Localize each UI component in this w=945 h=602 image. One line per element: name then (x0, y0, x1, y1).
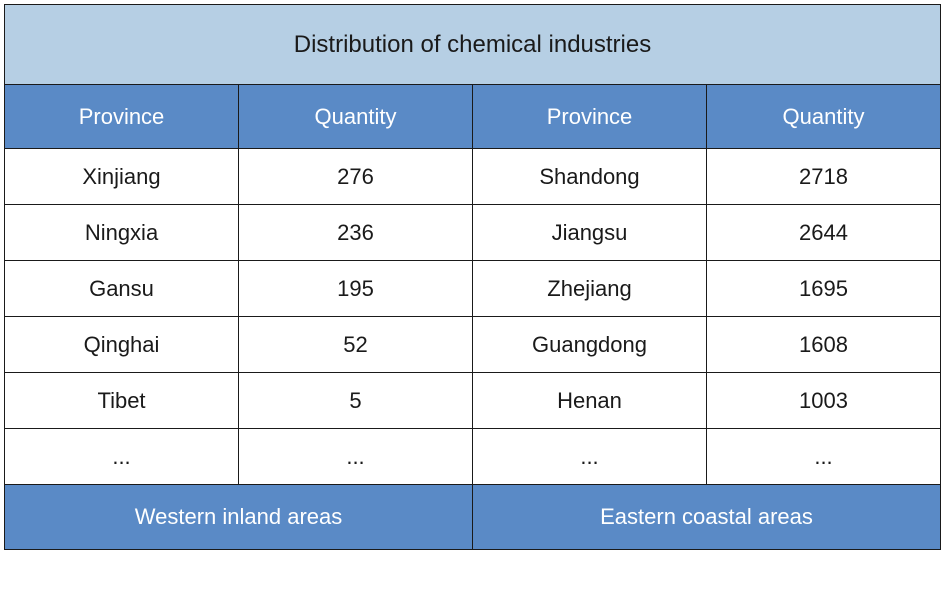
table-row: Gansu 195 Zhejiang 1695 (5, 261, 940, 317)
cell-ellipsis: ... (239, 429, 473, 485)
cell-quantity: 1003 (707, 373, 940, 429)
cell-province: Guangdong (473, 317, 707, 373)
col-header: Quantity (239, 85, 473, 149)
cell-province: Gansu (5, 261, 239, 317)
cell-quantity: 5 (239, 373, 473, 429)
cell-province: Ningxia (5, 205, 239, 261)
table-row: Qinghai 52 Guangdong 1608 (5, 317, 940, 373)
table-row: Ningxia 236 Jiangsu 2644 (5, 205, 940, 261)
cell-province: Zhejiang (473, 261, 707, 317)
col-header: Province (5, 85, 239, 149)
cell-quantity: 1695 (707, 261, 940, 317)
table-title-row: Distribution of chemical industries (5, 5, 940, 85)
cell-province: Tibet (5, 373, 239, 429)
table-title: Distribution of chemical industries (294, 31, 651, 59)
footer-region-east: Eastern coastal areas (473, 485, 940, 549)
cell-province: Xinjiang (5, 149, 239, 205)
cell-ellipsis: ... (473, 429, 707, 485)
cell-ellipsis: ... (5, 429, 239, 485)
cell-quantity: 52 (239, 317, 473, 373)
cell-quantity: 195 (239, 261, 473, 317)
distribution-table: Distribution of chemical industries Prov… (4, 4, 941, 550)
table-footer-row: Western inland areas Eastern coastal are… (5, 485, 940, 549)
table-row: ... ... ... ... (5, 429, 940, 485)
cell-province: Qinghai (5, 317, 239, 373)
col-header: Province (473, 85, 707, 149)
table-header-row: Province Quantity Province Quantity (5, 85, 940, 149)
cell-quantity: 2718 (707, 149, 940, 205)
cell-quantity: 236 (239, 205, 473, 261)
cell-quantity: 2644 (707, 205, 940, 261)
footer-region-west: Western inland areas (5, 485, 473, 549)
table-row: Tibet 5 Henan 1003 (5, 373, 940, 429)
cell-quantity: 276 (239, 149, 473, 205)
table-row: Xinjiang 276 Shandong 2718 (5, 149, 940, 205)
cell-province: Shandong (473, 149, 707, 205)
cell-province: Jiangsu (473, 205, 707, 261)
cell-ellipsis: ... (707, 429, 940, 485)
cell-quantity: 1608 (707, 317, 940, 373)
col-header: Quantity (707, 85, 940, 149)
cell-province: Henan (473, 373, 707, 429)
